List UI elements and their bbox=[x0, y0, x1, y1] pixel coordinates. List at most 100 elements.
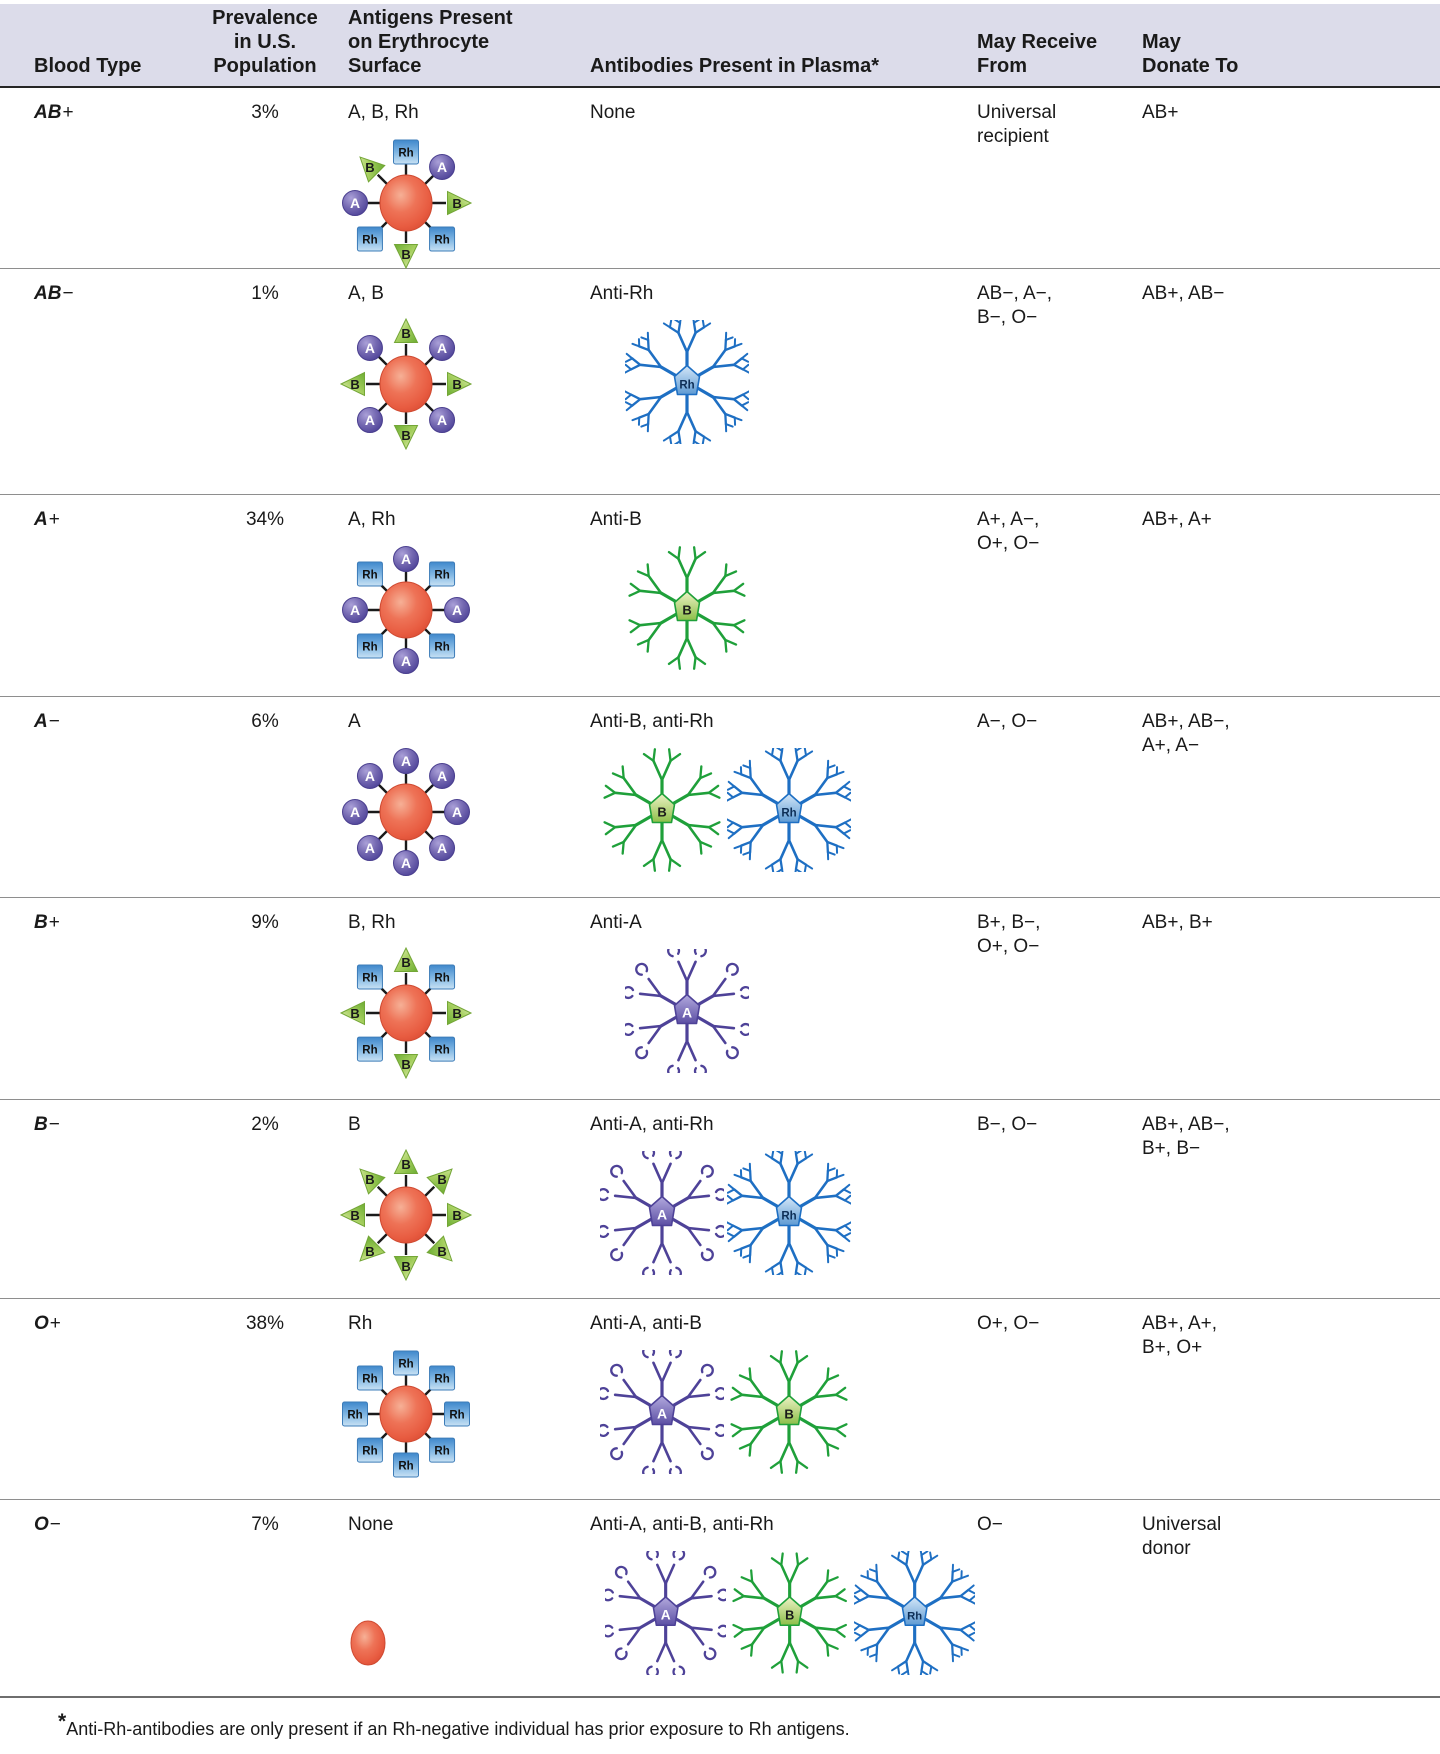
svg-text:Rh: Rh bbox=[362, 1446, 377, 1458]
erythrocyte-with-antigens-icon: B B B B B B B B bbox=[339, 1148, 473, 1282]
antibodies-cell: Anti-B B bbox=[590, 495, 975, 696]
antibody-center-label: B bbox=[673, 590, 701, 622]
blood-type-sign: − bbox=[62, 283, 74, 304]
antigens-cell: A, B B A B A B A B A bbox=[339, 269, 590, 494]
antigen-A-icon: A bbox=[393, 748, 419, 774]
may-receive-from-cell: O+, O− bbox=[977, 1313, 1040, 1334]
svg-text:A: A bbox=[365, 412, 375, 428]
antibodies-cell: Anti-Rh Rh bbox=[590, 269, 975, 494]
erythrocyte-with-antigens-icon: Rh Rh Rh Rh Rh Rh Rh Rh bbox=[342, 1350, 470, 1478]
svg-text:B: B bbox=[452, 1006, 461, 1021]
antigen-Rh-icon: Rh bbox=[356, 1036, 383, 1062]
may-receive-from-cell: B+, B−, O+, O− bbox=[977, 912, 1041, 957]
antigen-A-icon: A bbox=[393, 850, 419, 876]
red-blood-cell-icon bbox=[379, 174, 433, 232]
svg-text:A: A bbox=[401, 753, 411, 769]
svg-text:A: A bbox=[365, 340, 375, 356]
svg-text:B: B bbox=[350, 1208, 359, 1223]
antibodies-cell: Anti-A A bbox=[590, 898, 975, 1099]
may-receive-from-cell: A+, A−, O+, O− bbox=[977, 509, 1040, 554]
prevalence-cell: 3% bbox=[251, 102, 279, 123]
antibody-anti-A-icon: A bbox=[605, 1551, 727, 1675]
blood-type-cell: AB+ bbox=[0, 88, 185, 280]
erythrocyte-diagram: Rh Rh Rh Rh Rh Rh Rh Rh bbox=[336, 1344, 590, 1491]
antibodies-label: None bbox=[590, 102, 636, 123]
blood-type-sign: + bbox=[48, 509, 60, 530]
antibody-anti-B-icon: B bbox=[628, 546, 746, 670]
blood-type-letters: A bbox=[34, 509, 48, 530]
antibodies-label: Anti-B bbox=[590, 509, 642, 530]
antigens-label: A, B bbox=[348, 283, 384, 304]
header-receive-from: May Receive From bbox=[977, 31, 1098, 77]
svg-text:Rh: Rh bbox=[434, 569, 449, 581]
svg-text:A: A bbox=[365, 768, 375, 784]
erythrocyte-diagram bbox=[336, 1607, 590, 1686]
svg-text:Rh: Rh bbox=[679, 380, 694, 392]
svg-text:Rh: Rh bbox=[449, 1410, 464, 1422]
antigen-Rh-icon: Rh bbox=[429, 226, 456, 252]
antibodies-label: Anti-B, anti-Rh bbox=[590, 711, 714, 732]
antigen-Rh-icon: Rh bbox=[342, 1401, 368, 1427]
blood-type-cell: A− bbox=[0, 697, 185, 897]
svg-text:Rh: Rh bbox=[907, 1610, 922, 1622]
antigen-Rh-icon: Rh bbox=[429, 1365, 456, 1391]
svg-text:Rh: Rh bbox=[347, 1410, 362, 1422]
antigen-A-icon: A bbox=[342, 799, 368, 825]
may-receive-from-cell: O− bbox=[977, 1514, 1003, 1535]
table-header: Blood Type Prevalence in U.S. Population… bbox=[0, 4, 1440, 88]
blood-type-letters: B bbox=[34, 912, 48, 933]
antigen-A-icon: A bbox=[342, 190, 368, 216]
svg-text:B: B bbox=[350, 1006, 359, 1021]
prevalence-cell: 2% bbox=[251, 1114, 279, 1135]
antigen-A-icon: A bbox=[429, 835, 456, 862]
antigens-cell: A, Rh A Rh A Rh A Rh A Rh bbox=[342, 495, 590, 696]
may-receive-from-cell: A−, O− bbox=[977, 711, 1038, 732]
plain-erythrocyte-icon bbox=[350, 1620, 386, 1666]
antigen-B-icon: B bbox=[393, 946, 419, 972]
erythrocyte-diagram: A Rh A Rh A Rh A Rh bbox=[336, 540, 590, 687]
prevalence-cell: 1% bbox=[251, 283, 279, 304]
antigen-Rh-icon: Rh bbox=[444, 1401, 470, 1427]
svg-text:B: B bbox=[401, 1259, 410, 1274]
antigen-Rh-icon: Rh bbox=[393, 1350, 419, 1376]
antigen-A-icon: A bbox=[356, 334, 383, 361]
may-donate-to-cell: AB+ bbox=[1142, 102, 1179, 123]
blood-type-sign: − bbox=[48, 1114, 60, 1135]
antibody-anti-Rh-icon: Rh bbox=[853, 1551, 975, 1675]
antigen-B-icon: B bbox=[339, 1000, 365, 1026]
header-prevalence: Prevalence in U.S. Population bbox=[212, 7, 318, 77]
svg-text:Rh: Rh bbox=[434, 1373, 449, 1385]
antibody-center-label: Rh bbox=[673, 364, 701, 396]
footnote: *Anti-Rh-antibodies are only present if … bbox=[0, 1698, 1440, 1754]
svg-text:A: A bbox=[452, 602, 462, 618]
antigen-B-icon: B bbox=[393, 244, 419, 270]
table-row: AB+ 3% A, B, Rh Rh A B Rh B Rh A B None Univers… bbox=[0, 88, 1440, 270]
blood-type-letters: O bbox=[34, 1313, 49, 1334]
erythrocyte-with-antigens-icon: A Rh A Rh A Rh A Rh bbox=[342, 546, 470, 674]
svg-text:B: B bbox=[437, 1172, 446, 1187]
blood-type-letters: AB bbox=[34, 283, 62, 304]
antibody-center-label: Rh bbox=[901, 1596, 928, 1627]
antigens-label: Rh bbox=[348, 1313, 373, 1334]
antigen-B-icon: B bbox=[339, 1202, 365, 1228]
svg-text:A: A bbox=[350, 602, 360, 618]
svg-text:Rh: Rh bbox=[362, 642, 377, 654]
svg-text:Rh: Rh bbox=[362, 569, 377, 581]
antibody-center-label: B bbox=[776, 1596, 804, 1627]
blood-type-cell: A+ bbox=[0, 495, 185, 696]
antigen-Rh-icon: Rh bbox=[356, 633, 383, 659]
antibody-anti-Rh-icon: Rh bbox=[727, 1151, 851, 1275]
antigen-A-icon: A bbox=[429, 153, 456, 180]
antigen-B-icon: B bbox=[393, 425, 419, 451]
red-blood-cell-icon bbox=[379, 1385, 433, 1443]
svg-text:Rh: Rh bbox=[362, 235, 377, 247]
blood-type-cell: O− bbox=[0, 1500, 185, 1696]
may-receive-from-cell: AB−, A−, B−, O− bbox=[977, 283, 1052, 328]
blood-type-sign: + bbox=[48, 912, 60, 933]
blood-type-sign: − bbox=[48, 711, 60, 732]
antigen-Rh-icon: Rh bbox=[393, 139, 419, 165]
antigens-label: None bbox=[348, 1514, 394, 1535]
antibody-center-label: B bbox=[648, 792, 676, 824]
